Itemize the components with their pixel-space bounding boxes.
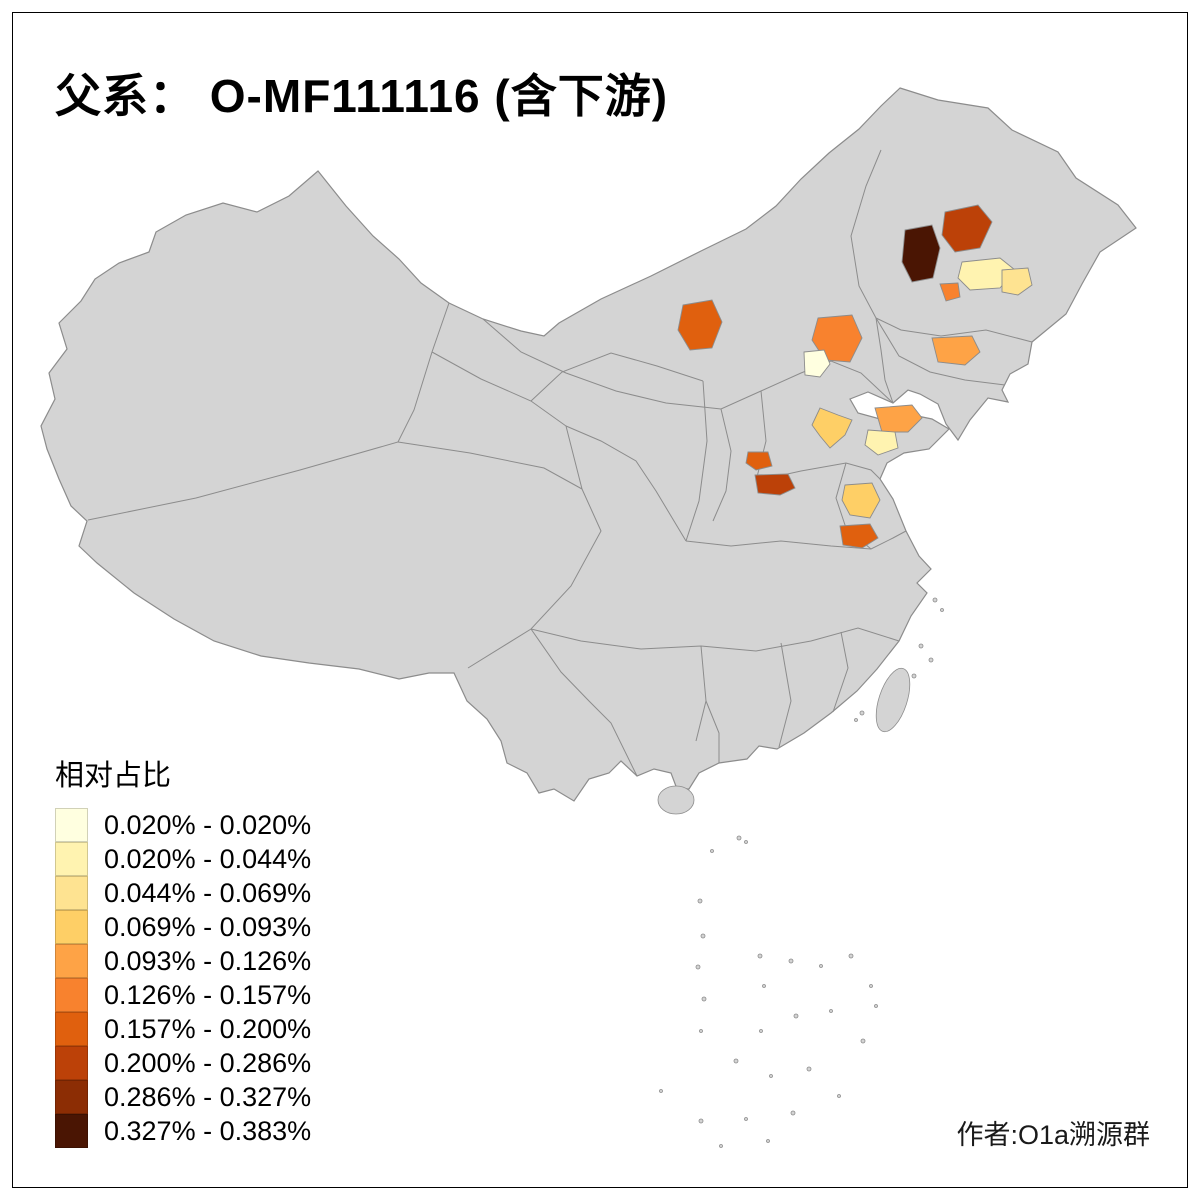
region-northeast-south bbox=[939, 282, 961, 302]
legend-row: 0.044% - 0.069% bbox=[55, 876, 311, 910]
region-inner-mongolia-west bbox=[677, 299, 723, 351]
legend-row: 0.020% - 0.044% bbox=[55, 842, 311, 876]
legend-items: 0.020% - 0.020% 0.020% - 0.044% 0.044% -… bbox=[55, 808, 311, 1148]
legend-label: 0.157% - 0.200% bbox=[104, 1013, 312, 1044]
legend-row: 0.093% - 0.126% bbox=[55, 944, 311, 978]
hainan-island bbox=[657, 785, 695, 815]
legend-label: 0.044% - 0.069% bbox=[104, 877, 312, 908]
legend-color-swatch bbox=[55, 1114, 88, 1148]
taiwan-island bbox=[875, 667, 911, 733]
legend-row: 0.020% - 0.020% bbox=[55, 808, 311, 842]
author-credit: 作者:O1a溯源群 bbox=[956, 1120, 1150, 1150]
legend-color-swatch bbox=[55, 1080, 88, 1114]
legend-row: 0.286% - 0.327% bbox=[55, 1080, 311, 1114]
legend-row: 0.126% - 0.157% bbox=[55, 978, 311, 1012]
islands bbox=[657, 597, 944, 1148]
legend-row: 0.200% - 0.286% bbox=[55, 1046, 311, 1080]
region-shandong-south bbox=[864, 429, 899, 456]
legend-color-swatch bbox=[55, 808, 88, 842]
sea-islands bbox=[659, 597, 944, 1148]
legend-label: 0.286% - 0.327% bbox=[104, 1081, 312, 1112]
legend-label: 0.126% - 0.157% bbox=[104, 979, 312, 1010]
region-henan-center bbox=[754, 473, 796, 496]
legend: 相对占比 0.020% - 0.020% 0.020% - 0.044% 0.0… bbox=[55, 752, 311, 1148]
legend-label: 0.020% - 0.020% bbox=[104, 809, 312, 840]
legend-label: 0.020% - 0.044% bbox=[104, 843, 312, 874]
legend-label: 0.069% - 0.093% bbox=[104, 911, 312, 942]
region-northeast-center bbox=[957, 257, 1016, 291]
region-liaoning-west bbox=[931, 335, 981, 366]
legend-label: 0.093% - 0.126% bbox=[104, 945, 312, 976]
legend-color-swatch bbox=[55, 1012, 88, 1046]
legend-color-swatch bbox=[55, 876, 88, 910]
region-henan-west bbox=[745, 451, 773, 471]
legend-row: 0.069% - 0.093% bbox=[55, 910, 311, 944]
legend-color-swatch bbox=[55, 910, 88, 944]
legend-color-swatch bbox=[55, 944, 88, 978]
legend-color-swatch bbox=[55, 842, 88, 876]
region-jiangsu-north bbox=[841, 482, 881, 519]
region-northeast-north bbox=[941, 204, 993, 253]
legend-title: 相对占比 bbox=[55, 760, 172, 792]
china-mainland bbox=[40, 87, 1137, 802]
region-northeast-west bbox=[901, 224, 941, 283]
legend-label: 0.200% - 0.286% bbox=[104, 1047, 312, 1078]
region-beijing bbox=[803, 349, 831, 378]
choropleth-regions bbox=[677, 204, 1033, 549]
region-anhui-north bbox=[839, 523, 879, 549]
legend-color-swatch bbox=[55, 1046, 88, 1080]
legend-row: 0.157% - 0.200% bbox=[55, 1012, 311, 1046]
region-shandong-west bbox=[811, 407, 853, 449]
region-shandong-peninsula bbox=[874, 404, 923, 433]
region-northeast-east bbox=[1001, 267, 1033, 296]
legend-row: 0.327% - 0.383% bbox=[55, 1114, 311, 1148]
legend-label: 0.327% - 0.383% bbox=[104, 1115, 312, 1146]
legend-color-swatch bbox=[55, 978, 88, 1012]
page-title: 父系： O-MF111116 (含下游) bbox=[55, 70, 669, 122]
